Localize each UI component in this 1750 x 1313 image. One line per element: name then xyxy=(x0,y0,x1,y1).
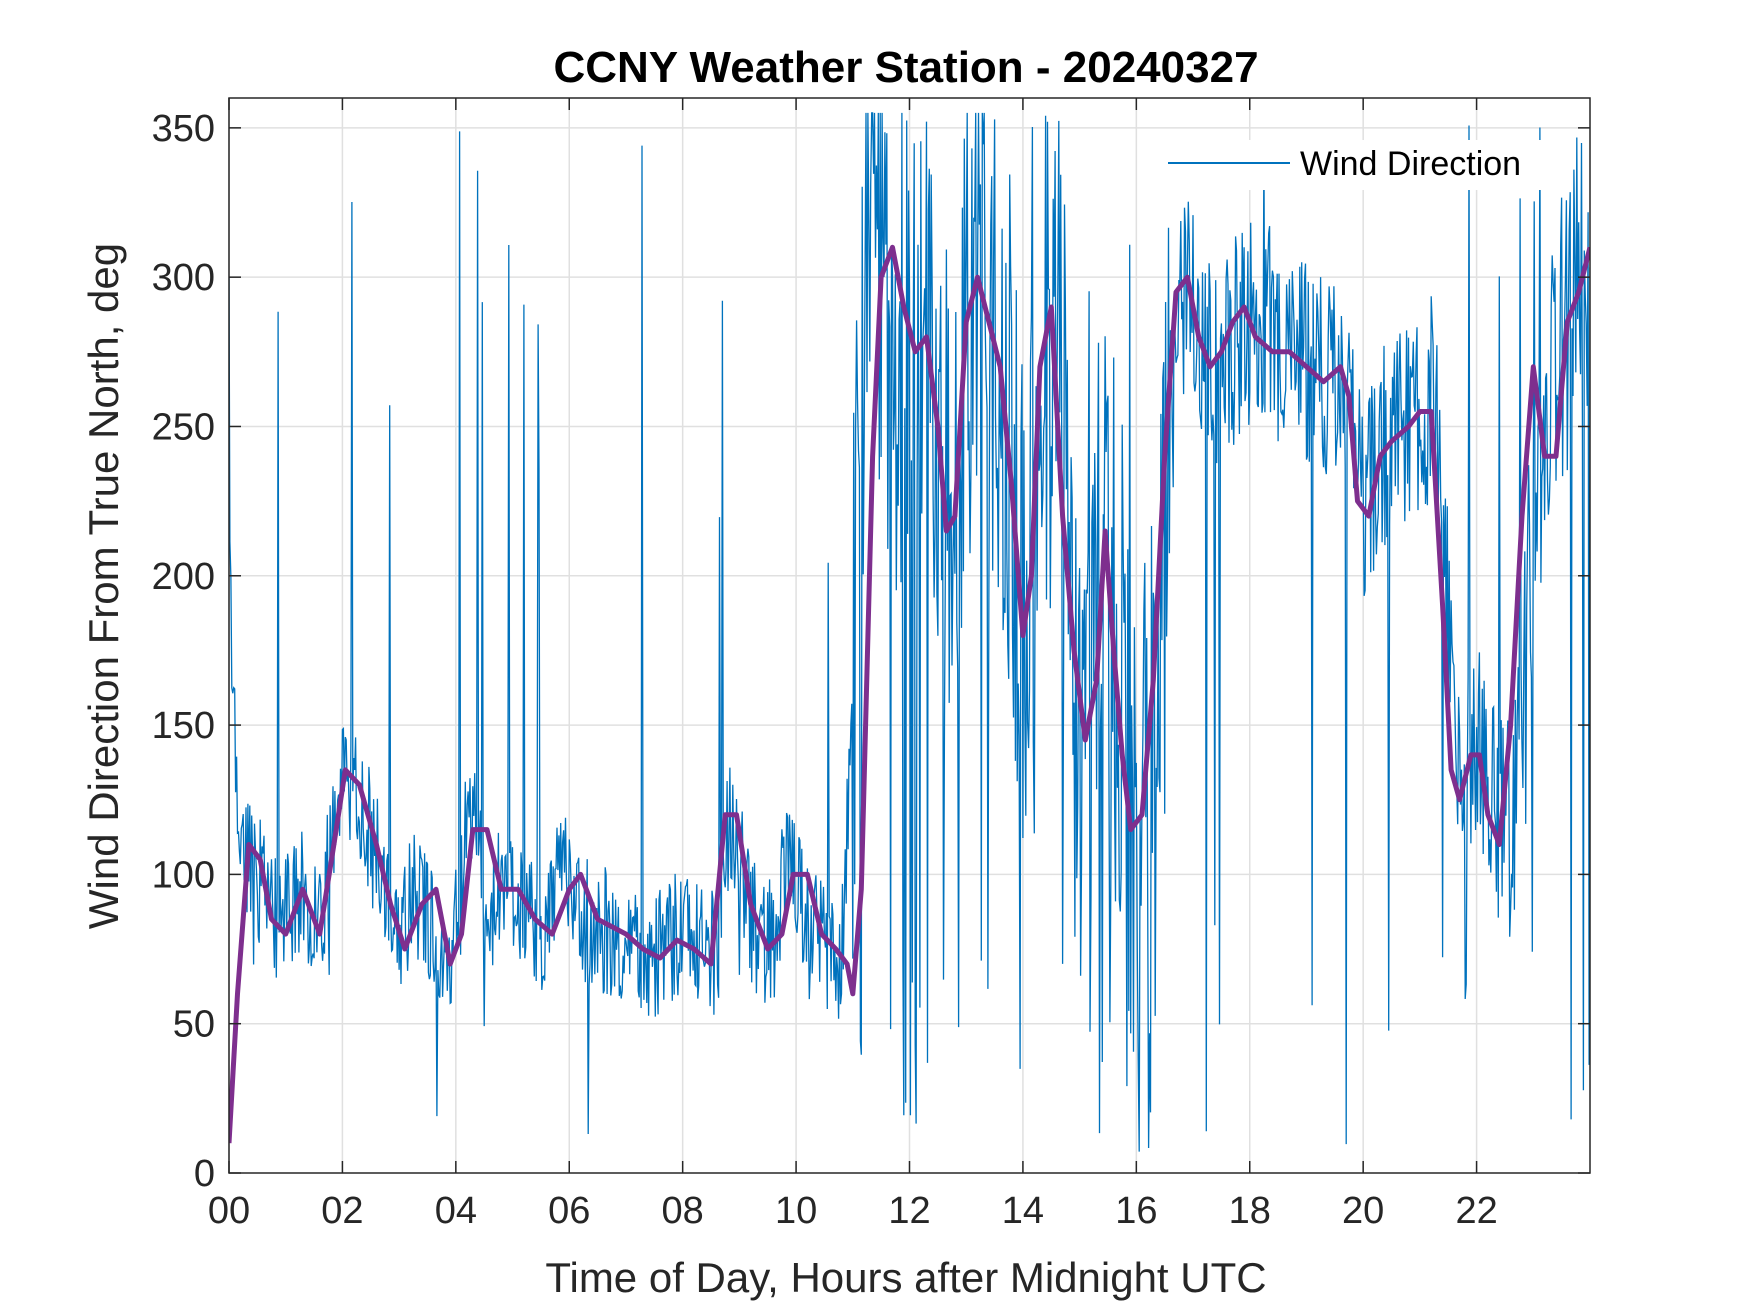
x-tick-label: 16 xyxy=(1115,1190,1157,1232)
x-tick-label: 06 xyxy=(548,1190,590,1232)
x-tick-label: 08 xyxy=(662,1190,704,1232)
x-tick-label: 22 xyxy=(1455,1190,1497,1232)
x-tick-label: 20 xyxy=(1342,1190,1384,1232)
x-tick-label: 00 xyxy=(208,1190,250,1232)
legend: Wind Direction xyxy=(1158,140,1553,190)
legend-box xyxy=(1158,140,1553,190)
x-axis-label: Time of Day, Hours after Midnight UTC xyxy=(545,1254,1266,1301)
tick-labels: 00 02 04 06 08 10 12 14 16 18 20 22 0 50 100 150 200 250 3… xyxy=(152,108,1498,1232)
y-axis-label: Wind Direction From True North, deg xyxy=(80,243,127,929)
plot-series xyxy=(229,112,1590,1152)
y-tick-label: 100 xyxy=(152,854,215,896)
series-wind-direction xyxy=(229,112,1590,1152)
y-tick-label: 350 xyxy=(152,108,215,150)
x-tick-label: 12 xyxy=(888,1190,930,1232)
x-tick-label: 10 xyxy=(775,1190,817,1232)
chart-title: CCNY Weather Station - 20240327 xyxy=(553,43,1258,92)
x-tick-label: 18 xyxy=(1229,1190,1271,1232)
x-tick-label: 02 xyxy=(321,1190,363,1232)
legend-label: Wind Direction xyxy=(1300,145,1521,183)
tick-marks xyxy=(228,98,1590,1174)
x-tick-label: 14 xyxy=(1002,1190,1044,1232)
y-tick-label: 300 xyxy=(152,257,215,299)
series-smoothed xyxy=(229,244,1590,1144)
x-tick-label: 04 xyxy=(435,1190,477,1232)
y-tick-label: 200 xyxy=(152,556,215,598)
y-tick-label: 150 xyxy=(152,705,215,747)
y-tick-label: 250 xyxy=(152,406,215,448)
y-tick-label: 0 xyxy=(194,1153,215,1195)
y-tick-label: 50 xyxy=(173,1004,215,1046)
